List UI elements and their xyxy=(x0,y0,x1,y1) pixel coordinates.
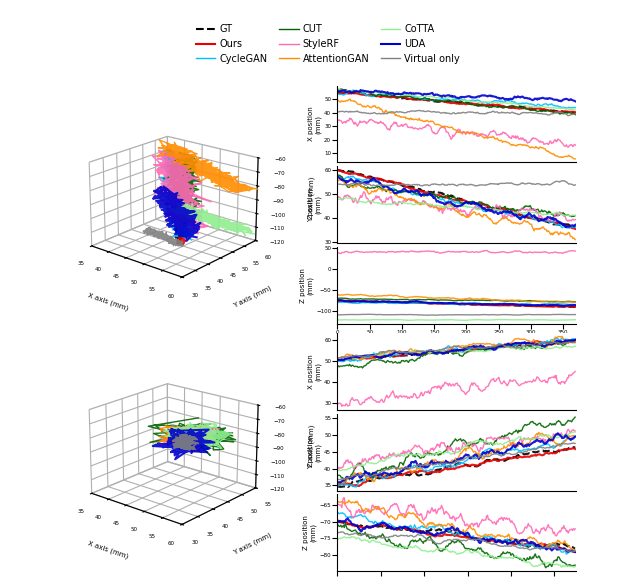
Y-axis label: Y position
(mm): Y position (mm) xyxy=(308,188,321,222)
Y-axis label: X position
(mm): X position (mm) xyxy=(308,107,321,141)
Y-axis label: Y axis (mm): Y axis (mm) xyxy=(232,284,273,309)
Y-axis label: Z position
(mm): Z position (mm) xyxy=(303,515,317,550)
Legend: GT, Ours, CycleGAN, CUT, StyleRF, AttentionGAN, CoTTA, UDA, Virtual only: GT, Ours, CycleGAN, CUT, StyleRF, Attent… xyxy=(192,20,464,68)
Y-axis label: Y position
(mm): Y position (mm) xyxy=(308,435,321,469)
Y-axis label: Y axis (mm): Y axis (mm) xyxy=(232,532,273,556)
X-axis label: X axis (mm): X axis (mm) xyxy=(87,292,129,312)
X-axis label: Time stamp: Time stamp xyxy=(432,340,481,350)
Y-axis label: X position
(mm): X position (mm) xyxy=(308,354,321,389)
X-axis label: X axis (mm): X axis (mm) xyxy=(87,539,129,559)
Y-axis label: Z position
(mm): Z position (mm) xyxy=(300,268,313,303)
